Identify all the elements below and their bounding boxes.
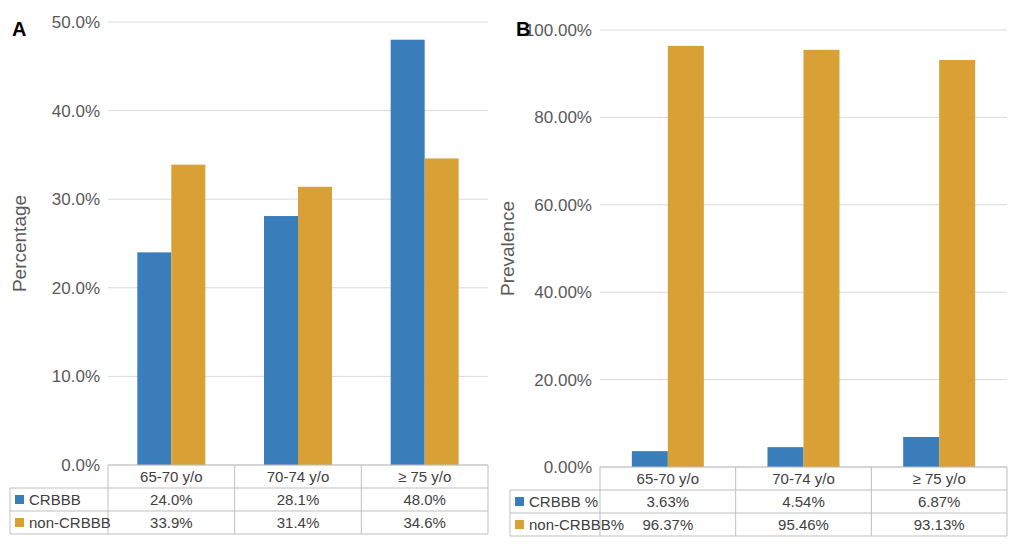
- table-value: 93.13%: [914, 516, 965, 533]
- axis-title: Prevalence: [497, 201, 518, 296]
- bar: [632, 451, 668, 467]
- legend-swatch: [515, 520, 524, 529]
- table-value: 3.63%: [647, 493, 690, 510]
- table-value: 33.9%: [150, 514, 193, 531]
- table-line: [600, 467, 1007, 468]
- legend-swatch: [515, 497, 524, 506]
- grid-line: [108, 22, 488, 23]
- bars: [632, 46, 975, 467]
- category-label: 70-74 y/o: [267, 468, 330, 485]
- bar: [903, 437, 939, 467]
- grid-line: [600, 30, 1007, 31]
- table-line: [10, 488, 488, 489]
- legend-label: CRBBB: [29, 491, 81, 508]
- legend-swatch: [15, 518, 24, 527]
- tick-label: 0.00%: [544, 458, 592, 477]
- grid-line: [108, 110, 488, 111]
- table-value: 34.6%: [403, 514, 446, 531]
- table-line: [510, 490, 511, 536]
- table-line: [108, 465, 488, 466]
- table-line: [10, 534, 488, 535]
- tick-label: 50.0%: [52, 13, 100, 32]
- tick-label: 100.00%: [525, 21, 592, 40]
- panel-label: A: [12, 18, 26, 40]
- table-line: [510, 513, 1007, 514]
- table-value: 28.1%: [277, 491, 320, 508]
- legend-label: CRBBB %: [529, 493, 598, 510]
- tick-label: 30.0%: [52, 190, 100, 209]
- table-line: [234, 465, 235, 534]
- panel-label: B: [516, 18, 530, 40]
- table-line: [488, 465, 489, 534]
- table-value: 95.46%: [778, 516, 829, 533]
- panel: 0.0% 10.0% 20.0% 30.0% 40.0% 50.0% Percentage A…: [9, 13, 488, 534]
- figure: 0.0% 10.0% 20.0% 30.0% 40.0% 50.0% Percentage A…: [0, 0, 1020, 548]
- tick-label: 40.0%: [52, 102, 100, 121]
- bar: [668, 46, 704, 467]
- bar: [768, 447, 804, 467]
- data-table: 65-70 y/o 70-74 y/o ≥ 75 y/o CRBBB % 3.63% 4.…: [510, 467, 1007, 536]
- bar: [804, 50, 840, 467]
- category-label: ≥ 75 y/o: [398, 468, 451, 485]
- table-line: [510, 490, 1007, 491]
- grid-line: [600, 467, 1007, 468]
- table-line: [10, 488, 11, 534]
- bar: [171, 165, 205, 465]
- category-label: 65-70 y/o: [140, 468, 203, 485]
- tick-label: 0.0%: [61, 456, 100, 475]
- plot-area: [108, 22, 488, 465]
- table-value: 96.37%: [642, 516, 693, 533]
- tick-label: 60.00%: [534, 196, 592, 215]
- bars: [137, 40, 458, 465]
- panel: 0.00% 20.00% 40.00% 60.00% 80.00% 100.00% Prev…: [497, 18, 1007, 536]
- table-value: 24.0%: [150, 491, 193, 508]
- table-value: 31.4%: [277, 514, 320, 531]
- legend-swatch: [15, 495, 24, 504]
- grid-line: [108, 465, 488, 466]
- category-label: 70-74 y/o: [772, 470, 835, 487]
- tick-label: 10.0%: [52, 367, 100, 386]
- tick-label: 40.00%: [534, 283, 592, 302]
- bar: [425, 158, 459, 465]
- table-value: 48.0%: [403, 491, 446, 508]
- axis-title: Percentage: [9, 195, 30, 292]
- table-value: 4.54%: [782, 493, 825, 510]
- bar: [264, 216, 298, 465]
- bar: [298, 187, 332, 465]
- legend-label: non-CRBBB: [29, 514, 111, 531]
- plot-area: [600, 30, 1007, 467]
- data-table: 65-70 y/o 70-74 y/o ≥ 75 y/o CRBBB 24.0% 28.1…: [10, 465, 488, 534]
- table-line: [735, 467, 736, 536]
- table-line: [10, 511, 488, 512]
- table-line: [510, 536, 1007, 537]
- category-label: 65-70 y/o: [637, 470, 700, 487]
- bar: [137, 252, 171, 465]
- bar: [939, 60, 975, 467]
- table-line: [361, 465, 362, 534]
- bar: [391, 40, 425, 465]
- category-label: ≥ 75 y/o: [913, 470, 966, 487]
- table-line: [871, 467, 872, 536]
- legend-label: non-CRBBB%: [529, 516, 624, 533]
- tick-label: 20.0%: [52, 279, 100, 298]
- table-line: [1007, 467, 1008, 536]
- table-value: 6.87%: [918, 493, 961, 510]
- tick-label: 80.00%: [534, 108, 592, 127]
- tick-label: 20.00%: [534, 371, 592, 390]
